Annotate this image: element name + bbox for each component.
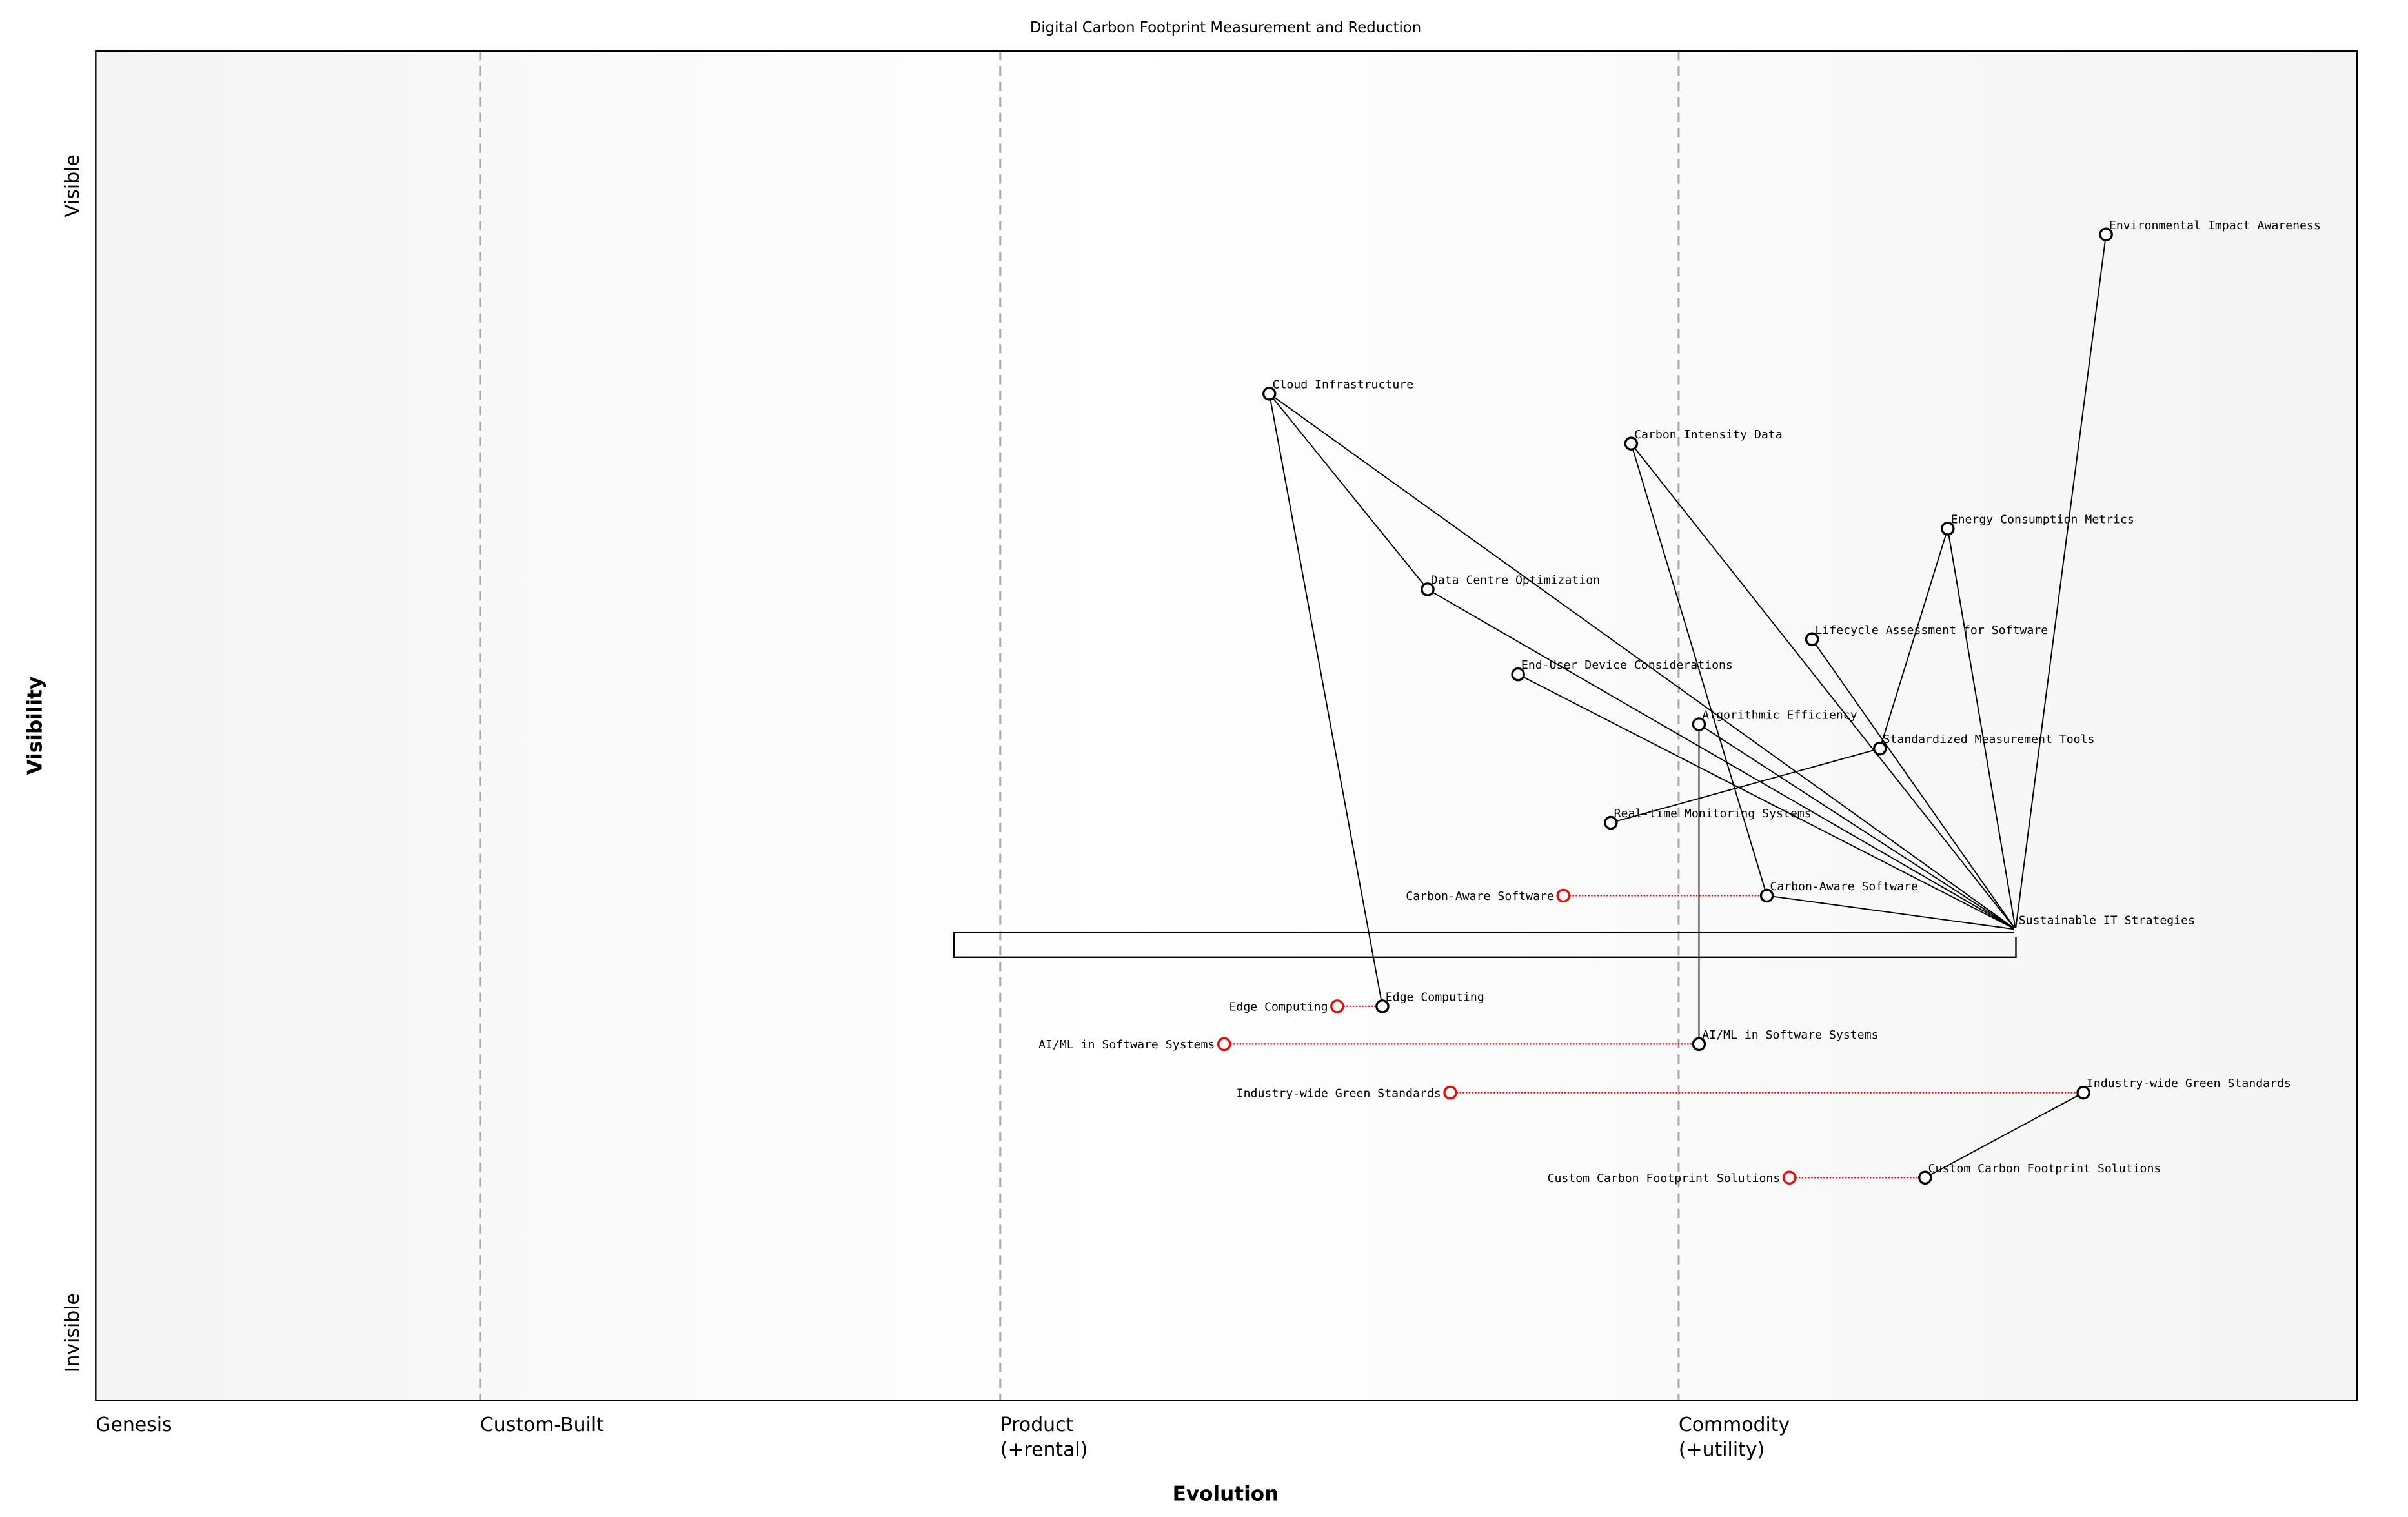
component-label: Energy Consumption Metrics [1951, 513, 2134, 527]
dependency-link [2015, 234, 2107, 930]
component-point [1262, 387, 1277, 401]
plot-background [96, 50, 2358, 1401]
dependency-link [1925, 1092, 2084, 1179]
component-point [1759, 888, 1774, 903]
dependency-link [1517, 673, 2016, 930]
x-tick-label-line: (+utility) [1679, 1438, 1765, 1461]
dependency-link [1766, 895, 2016, 930]
dependency-link [1268, 393, 1383, 1007]
component-label: Environmental Impact Awareness [2109, 219, 2321, 232]
component-label: Carbon-Aware Software [1770, 880, 1918, 893]
x-tick-label: Custom-Built [480, 1414, 604, 1436]
evolving-from-label: Carbon-Aware Software [1406, 890, 1554, 903]
component-point [1872, 741, 1887, 756]
component-label: Data Centre Optimization [1431, 574, 1600, 587]
evolving-from-label: Edge Computing [1229, 1001, 1328, 1014]
x-tick-label-line: Product [1000, 1414, 1073, 1436]
component-point [1624, 436, 1639, 451]
y-axis-label: Visibility [24, 677, 47, 775]
evolving-from-point [1556, 888, 1570, 903]
evolving-from-label: Custom Carbon Footprint Solutions [1548, 1172, 1781, 1185]
dependency-link [1269, 393, 2016, 930]
component-label: End-User Device Considerations [1521, 658, 1733, 672]
dependency-link [1811, 638, 2016, 930]
component-label: Industry-wide Green Standards [2087, 1077, 2291, 1090]
component-point [1692, 1037, 1706, 1052]
evolving-from-label: AI/ML in Software Systems [1038, 1038, 1215, 1052]
evolving-from-point [1782, 1170, 1797, 1185]
x-tick-label-line: Genesis [96, 1414, 172, 1436]
evolving-from-label: Industry-wide Green Standards [1237, 1086, 1441, 1100]
component-label: Edge Computing [1386, 990, 1484, 1004]
component-point [1918, 1170, 1932, 1185]
component-label: Carbon Intensity Data [1634, 428, 1783, 442]
evolving-from-point [1217, 1037, 1231, 1052]
x-tick-label: Commodity (+utility) [1679, 1414, 1790, 1461]
component-point [1941, 522, 1955, 536]
dependency-link [1879, 528, 1948, 749]
component-label: Real-time Monitoring Systems [1614, 807, 1812, 820]
component-point [1604, 815, 1618, 830]
component-point [1511, 667, 1525, 682]
x-tick-label-line: Custom-Built [480, 1414, 604, 1436]
component-point [2076, 1085, 2090, 1100]
dependency-link [1427, 589, 2016, 930]
component-label: Custom Carbon Footprint Solutions [1928, 1162, 2161, 1176]
dependency-link [1947, 528, 2016, 930]
component-label: Standardized Measurement Tools [1883, 733, 2095, 746]
evolving-from-point [1443, 1085, 1457, 1100]
component-label: AI/ML in Software Systems [1702, 1028, 1878, 1042]
component-point [1692, 717, 1706, 731]
y-tick-label: Invisible [61, 1293, 84, 1372]
x-tick-label: Product (+rental) [1000, 1414, 1088, 1461]
component-point [2099, 227, 2113, 241]
chart-title: Digital Carbon Footprint Measurement and… [1030, 19, 1421, 36]
evolving-from-point [1330, 999, 1344, 1013]
component-point [1421, 582, 1435, 596]
plot-frame [95, 50, 2358, 1401]
x-axis-label: Evolution [1173, 1483, 1279, 1506]
dependency-link [1630, 443, 2016, 930]
x-tick-label: Genesis [96, 1414, 172, 1436]
component-point [1805, 632, 1819, 647]
component-label: Lifecycle Assessment for Software [1815, 624, 2048, 637]
component-point [1375, 999, 1390, 1013]
component-label: Cloud Infrastructure [1273, 378, 1414, 391]
component-label: Sustainable IT Strategies [2019, 913, 2195, 927]
component-label: Algorithmic Efficiency [1702, 709, 1857, 722]
dependency-link [1630, 443, 1768, 896]
x-tick-label-line: Commodity [1679, 1414, 1790, 1436]
dependency-link [1269, 393, 1428, 590]
dependency-link [1610, 748, 1881, 824]
x-tick-label-line: (+rental) [1000, 1438, 1088, 1461]
anchor-marker [2014, 928, 2021, 937]
dependency-link [1698, 724, 2016, 930]
strategy-bounding-box [953, 932, 2017, 958]
y-tick-label: Visible [61, 154, 84, 218]
